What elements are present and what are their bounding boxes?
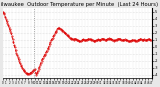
Title: Milwaukee  Outdoor Temperature per Minute  (Last 24 Hours): Milwaukee Outdoor Temperature per Minute… — [0, 2, 158, 7]
